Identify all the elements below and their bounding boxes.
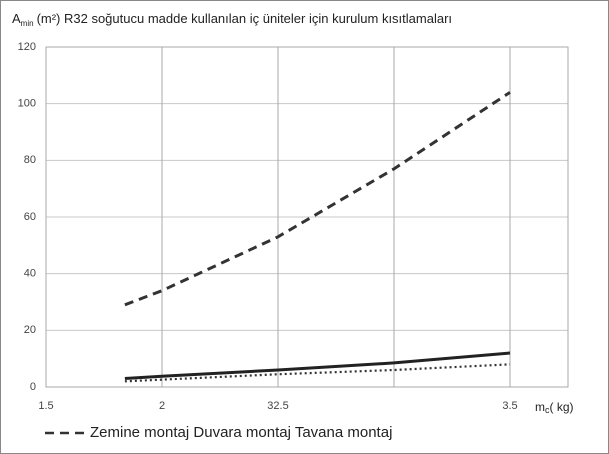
legend-label: Duvara montaj — [193, 424, 291, 441]
y-tick-label: 0 — [30, 381, 36, 393]
title-subscript: min — [21, 19, 34, 28]
x-label-subscript: c — [545, 405, 550, 415]
y-tick-label: 80 — [24, 154, 36, 166]
legend-label: Tavana montaj — [295, 424, 393, 441]
legend-text: Zemine montaj Duvara montaj Tavana monta… — [90, 424, 392, 441]
x-tick-label: 3.5 — [502, 400, 517, 412]
y-tick-label: 20 — [24, 324, 36, 336]
title-symbol: A — [12, 11, 21, 26]
x-tick-label: 32.5 — [267, 400, 288, 412]
data-line — [124, 351, 511, 380]
y-tick-label: 60 — [24, 211, 36, 223]
y-tick-label: 120 — [18, 41, 36, 53]
chart-title: Amin (m²) R32 soğutucu madde kullanılan i… — [12, 11, 452, 28]
x-tick-label: 2 — [159, 400, 165, 412]
title-text: (m²) R32 soğutucu madde kullanılan iç ün… — [37, 11, 452, 26]
y-tick-label: 40 — [24, 268, 36, 280]
legend: Zemine montaj Duvara montaj Tavana monta… — [45, 424, 392, 441]
x-tick-label: 1.5 — [38, 400, 53, 412]
x-label-symbol: m — [535, 400, 545, 414]
x-axis-label: mc( kg) — [535, 400, 574, 415]
plot-border — [45, 46, 569, 388]
legend-label: Zemine montaj — [90, 424, 189, 441]
y-tick-label: 100 — [18, 98, 36, 110]
data-line — [124, 91, 511, 307]
x-label-text: ( kg) — [550, 400, 574, 414]
